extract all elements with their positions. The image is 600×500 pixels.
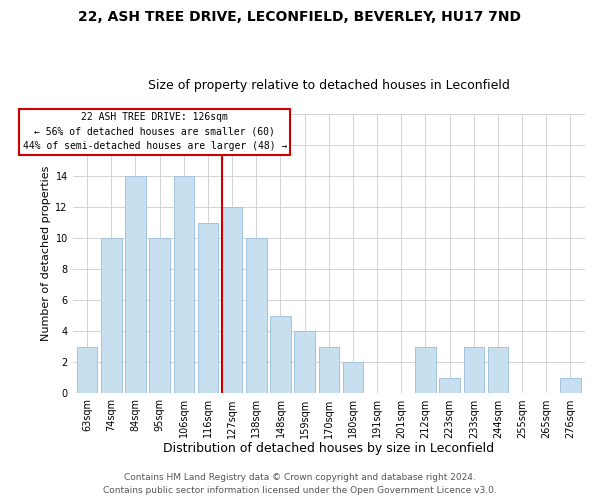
Bar [101,238,122,394]
Bar [464,347,484,394]
Bar [173,176,194,394]
Bar [439,378,460,394]
Bar [415,347,436,394]
Bar [246,238,266,394]
Bar [222,207,242,394]
X-axis label: Distribution of detached houses by size in Leconfield: Distribution of detached houses by size … [163,442,494,455]
Text: 22, ASH TREE DRIVE, LECONFIELD, BEVERLEY, HU17 7ND: 22, ASH TREE DRIVE, LECONFIELD, BEVERLEY… [79,10,521,24]
Y-axis label: Number of detached properties: Number of detached properties [41,166,51,342]
Bar [149,238,170,394]
Bar [295,332,315,394]
Bar [270,316,291,394]
Bar [197,222,218,394]
Bar [77,347,97,394]
Bar [125,176,146,394]
Bar [488,347,508,394]
Bar [319,347,339,394]
Title: Size of property relative to detached houses in Leconfield: Size of property relative to detached ho… [148,79,510,92]
Bar [560,378,581,394]
Text: Contains HM Land Registry data © Crown copyright and database right 2024.
Contai: Contains HM Land Registry data © Crown c… [103,474,497,495]
Bar [343,362,363,394]
Text: 22 ASH TREE DRIVE: 126sqm
← 56% of detached houses are smaller (60)
44% of semi-: 22 ASH TREE DRIVE: 126sqm ← 56% of detac… [23,112,287,152]
